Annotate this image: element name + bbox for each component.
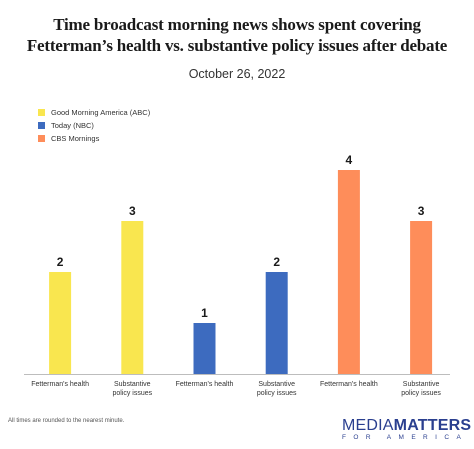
data-label-4: 2 <box>273 255 280 269</box>
x-tick-label-2-line-2: policy issues <box>112 390 152 397</box>
legend-label-nbc: Today (NBC) <box>51 120 94 130</box>
bar-3 <box>193 323 216 374</box>
data-label-6: 3 <box>418 204 425 218</box>
chart-title-line-2: Fetterman’s health vs. substantive polic… <box>26 36 448 55</box>
legend-item-abc: Good Morning America (ABC) <box>38 106 150 118</box>
legend-label-abc: Good Morning America (ABC) <box>51 107 151 117</box>
media-matters-logo: MEDIAMATTERS FOR AMERICA <box>342 417 471 442</box>
bar-1 <box>49 272 72 374</box>
legend-swatch-cbs <box>38 134 45 142</box>
chart-title: Time broadcast morning news shows spent … <box>0 14 474 56</box>
legend-swatch-nbc <box>38 121 45 129</box>
x-tick-label-4-line-2: policy issues <box>257 390 297 397</box>
logo-wordmark: MEDIAMATTERS <box>342 417 471 434</box>
bar-6 <box>410 221 433 374</box>
logo-tagline: FOR AMERICA <box>342 434 469 441</box>
x-tick-label-4-line-1: Substantive <box>258 381 295 388</box>
bar-5 <box>337 170 360 374</box>
bar-2 <box>121 221 144 374</box>
legend-label-cbs: CBS Mornings <box>51 133 100 143</box>
data-label-1: 2 <box>57 255 64 269</box>
chart-subtitle: October 26, 2022 <box>188 67 286 81</box>
legend-swatch-abc <box>38 108 45 116</box>
data-label-2: 3 <box>129 204 136 218</box>
data-label-3: 1 <box>201 306 208 320</box>
data-label-5: 4 <box>346 153 353 167</box>
x-tick-label-5: Fetterman's health <box>320 381 378 388</box>
logo-word-matters: MATTERS <box>393 417 472 434</box>
logo-word-media: MEDIA <box>342 417 394 434</box>
x-tick-label-6-line-1: Substantive <box>403 381 440 388</box>
x-tick-label-3: Fetterman's health <box>176 381 234 388</box>
bar-4 <box>265 272 288 374</box>
legend-item-nbc: Today (NBC) <box>38 119 150 131</box>
x-tick-label-6-line-2: policy issues <box>401 390 441 397</box>
x-tick-label-2-line-1: Substantive <box>114 381 151 388</box>
legend-item-cbs: CBS Mornings <box>38 132 150 144</box>
footnote: All times are rounded to the nearest min… <box>8 418 125 424</box>
chart-legend: Good Morning America (ABC) Today (NBC) C… <box>38 106 150 145</box>
x-tick-label-1: Fetterman's health <box>31 381 89 388</box>
chart-title-line-1: Time broadcast morning news shows spent … <box>53 15 421 34</box>
